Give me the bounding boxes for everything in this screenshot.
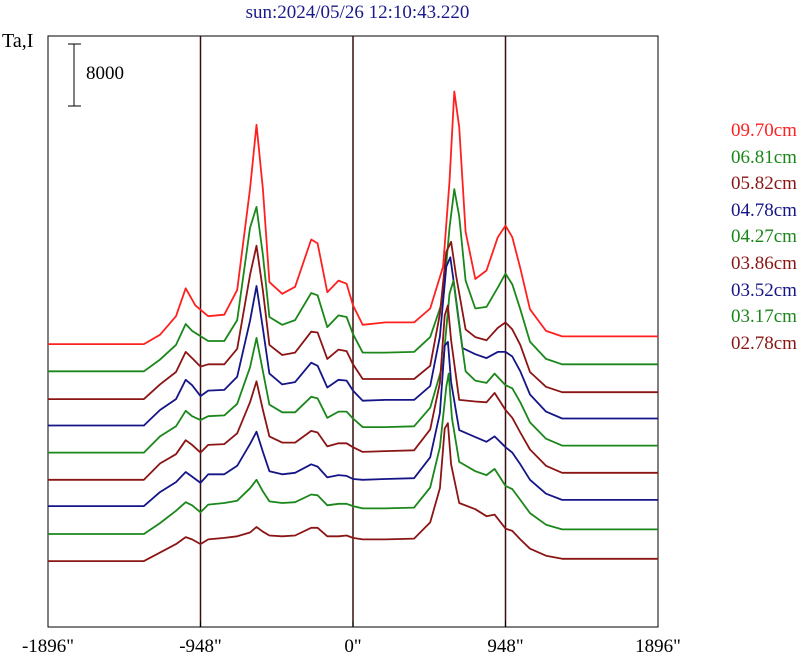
legend-item-0: 09.70cm — [731, 120, 797, 141]
legend-item-7: 03.17cm — [731, 306, 797, 328]
series-line-03.52cm — [48, 340, 658, 508]
x-tick-label-0: -1896" — [21, 636, 75, 657]
series-line-06.81cm — [48, 188, 658, 373]
x-tick-label-2: 0" — [344, 636, 362, 657]
series-line-09.70cm — [48, 90, 658, 346]
x-tick-label-4: 1896" — [635, 636, 681, 657]
y-axis-label: Ta,I — [2, 30, 34, 52]
x-tick-label-1: -948" — [179, 636, 222, 657]
series-line-04.78cm — [48, 256, 658, 427]
legend-item-4: 04.27cm — [731, 226, 797, 248]
legend-item-8: 02.78cm — [731, 332, 797, 354]
legend-item-1: 06.81cm — [731, 146, 797, 168]
series-line-05.82cm — [48, 240, 658, 401]
series-group — [48, 90, 658, 562]
chart-title: sun:2024/05/26 12:10:43.220 — [245, 2, 470, 23]
x-axis-ticks — [47, 621, 659, 627]
series-line-03.17cm — [48, 372, 658, 535]
series-line-04.27cm — [48, 279, 658, 454]
series-line-02.78cm — [48, 422, 658, 562]
legend-item-5: 03.86cm — [731, 252, 797, 274]
legend-item-2: 05.82cm — [731, 173, 797, 195]
legend-item-3: 04.78cm — [731, 199, 797, 221]
series-line-03.86cm — [48, 304, 658, 481]
x-tick-label-3: 948" — [487, 636, 524, 657]
legend-item-6: 03.52cm — [731, 279, 797, 301]
scale-bar-label: 8000 — [86, 63, 124, 84]
legend: 09.70cm 06.81cm 05.82cm 04.78cm 04.27cm 03.86… — [731, 118, 797, 357]
scale-bar — [68, 43, 81, 107]
